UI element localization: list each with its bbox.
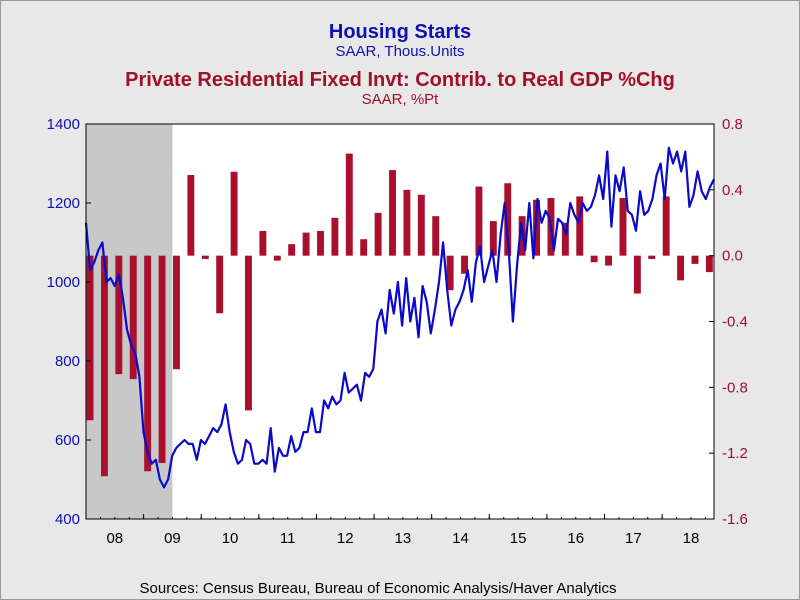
bar-gdp-contrib <box>662 196 670 256</box>
left-axis-tick-label: 1000 <box>47 274 80 291</box>
bar-gdp-contrib <box>619 198 627 256</box>
x-axis-tick-label: 08 <box>106 530 123 547</box>
chart-title-secondary: Private Residential Fixed Invt: Contrib.… <box>125 69 675 91</box>
x-axis-tick-label: 17 <box>625 530 642 547</box>
bar-gdp-contrib <box>605 255 613 266</box>
left-axis-tick-label: 1200 <box>47 195 80 212</box>
right-axis-tick-label: 0.8 <box>722 116 743 133</box>
bar-gdp-contrib <box>172 255 180 370</box>
bar-gdp-contrib <box>461 255 468 274</box>
right-axis-tick-label: 0.4 <box>722 182 743 199</box>
bar-gdp-contrib <box>417 194 425 256</box>
x-axis-tick-label: 15 <box>510 530 527 547</box>
x-axis-tick-label: 12 <box>337 530 354 547</box>
bar-gdp-contrib <box>389 170 396 256</box>
bar-gdp-contrib <box>475 186 483 256</box>
x-axis-tick-label: 09 <box>164 530 181 547</box>
bar-gdp-contrib <box>187 175 195 256</box>
bar-gdp-contrib <box>317 230 324 256</box>
bar-gdp-contrib <box>201 255 209 259</box>
chart-subtitle-secondary: SAAR, %Pt <box>362 91 440 108</box>
right-axis-tick-label: -1.2 <box>722 445 748 462</box>
bar-gdp-contrib <box>576 196 584 256</box>
left-axis-tick-label: 800 <box>55 353 80 370</box>
bar-gdp-contrib <box>403 189 411 256</box>
bar-gdp-contrib <box>100 255 108 477</box>
bar-gdp-contrib <box>374 212 382 256</box>
bar-gdp-contrib <box>504 183 512 256</box>
bar-gdp-contrib <box>158 255 166 464</box>
bar-gdp-contrib <box>360 239 368 256</box>
x-axis-tick-label: 16 <box>567 530 584 547</box>
bar-gdp-contrib <box>648 255 656 259</box>
bar-gdp-contrib <box>273 255 281 261</box>
line-housing-starts <box>84 146 715 489</box>
bar-gdp-contrib <box>115 255 123 375</box>
plot-background <box>86 124 714 519</box>
chart-title-primary: Housing Starts <box>329 21 471 43</box>
recession-shading <box>86 124 173 519</box>
x-axis-tick-label: 18 <box>683 530 700 547</box>
bar-gdp-contrib <box>432 216 440 256</box>
bar-gdp-contrib <box>129 255 137 380</box>
x-axis-tick-label: 14 <box>452 530 469 547</box>
bar-gdp-contrib <box>561 222 569 256</box>
bar-gdp-contrib <box>345 153 353 256</box>
bar-gdp-contrib <box>259 230 267 256</box>
bar-gdp-contrib <box>633 255 641 294</box>
left-axis-tick-label: 600 <box>55 432 80 449</box>
bar-gdp-contrib <box>691 255 699 264</box>
bar-gdp-contrib <box>446 255 454 291</box>
right-axis-tick-label: -0.4 <box>722 314 748 331</box>
bar-gdp-contrib <box>144 255 152 472</box>
left-axis-tick-label: 1400 <box>47 116 80 133</box>
right-axis-tick-label: -1.6 <box>722 511 748 528</box>
bar-gdp-contrib <box>86 255 94 421</box>
x-axis-tick-label: 13 <box>395 530 412 547</box>
bar-gdp-contrib <box>677 255 685 281</box>
source-note: Sources: Census Bureau, Bureau of Econom… <box>140 580 617 597</box>
chart-subtitle-primary: SAAR, Thous.Units <box>336 43 465 60</box>
bar-gdp-contrib <box>302 232 310 256</box>
bar-gdp-contrib <box>489 221 497 256</box>
bar-gdp-contrib <box>590 255 598 263</box>
bar-gdp-contrib <box>216 255 224 314</box>
left-axis-tick-label: 400 <box>55 511 80 528</box>
right-axis-tick-label: 0.0 <box>722 248 743 265</box>
right-axis-tick-label: -0.8 <box>722 379 748 396</box>
bar-gdp-contrib <box>331 217 339 256</box>
x-axis-tick-label: 11 <box>280 530 296 547</box>
plot-area: 400 600 800 1000 1200 1400 -1.6 -1.2 -0.8 -0.4 0.0… <box>47 116 748 547</box>
bar-gdp-contrib <box>230 171 238 256</box>
bar-gdp-contrib <box>288 244 296 256</box>
x-axis-tick-label: 10 <box>222 530 239 547</box>
bar-gdp-contrib <box>245 255 252 411</box>
bar-gdp-contrib <box>705 255 713 273</box>
